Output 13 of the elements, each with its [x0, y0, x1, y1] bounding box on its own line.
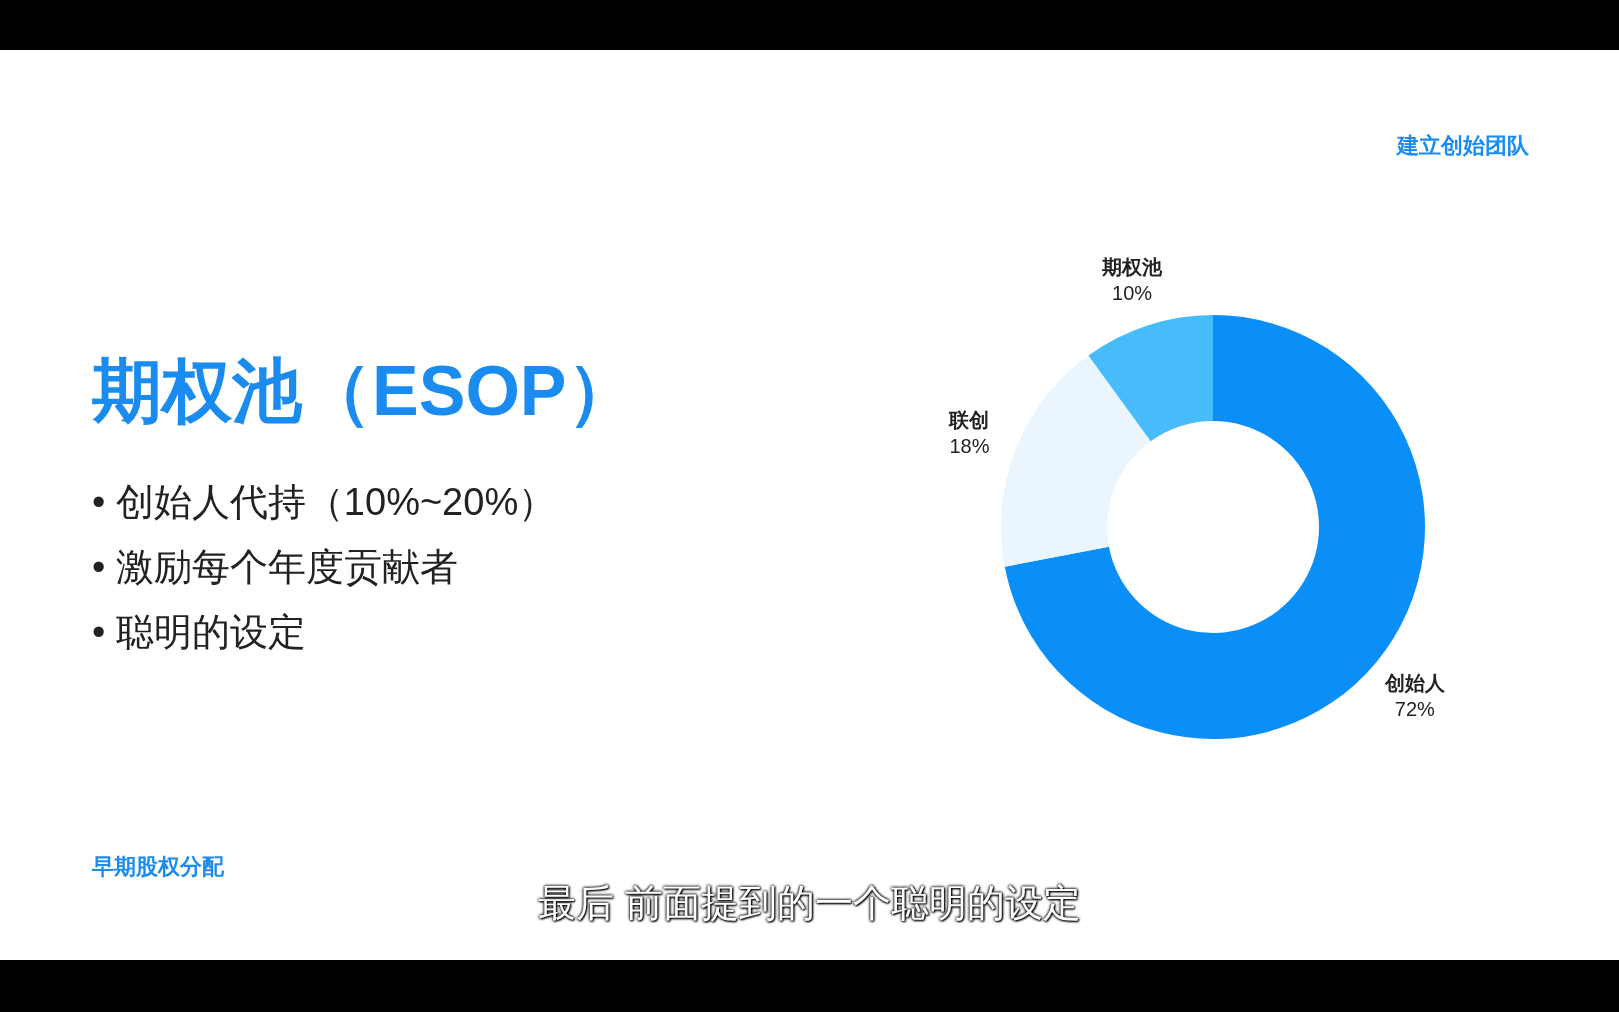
text: 最后 前面提到的一个聪明的设定: [536, 881, 1082, 926]
data-label: 10%: [1112, 281, 1153, 304]
text: • 聪明的设定: [92, 610, 307, 655]
data-label: 18%: [949, 434, 990, 457]
text: 早期股权分配: [92, 853, 224, 881]
text: • 激励每个年度贡献者: [92, 545, 459, 590]
slice-label: 创始人: [1383, 672, 1446, 695]
data-label: 72%: [1394, 698, 1436, 721]
slice-label: 期权池: [1101, 255, 1164, 278]
text: • 创始人代持（10%~20%）: [92, 480, 557, 525]
slice-label: 联创: [948, 408, 990, 431]
text: 期权池（ESOP）: [92, 351, 637, 432]
text: 建立创始团队: [1397, 132, 1529, 160]
